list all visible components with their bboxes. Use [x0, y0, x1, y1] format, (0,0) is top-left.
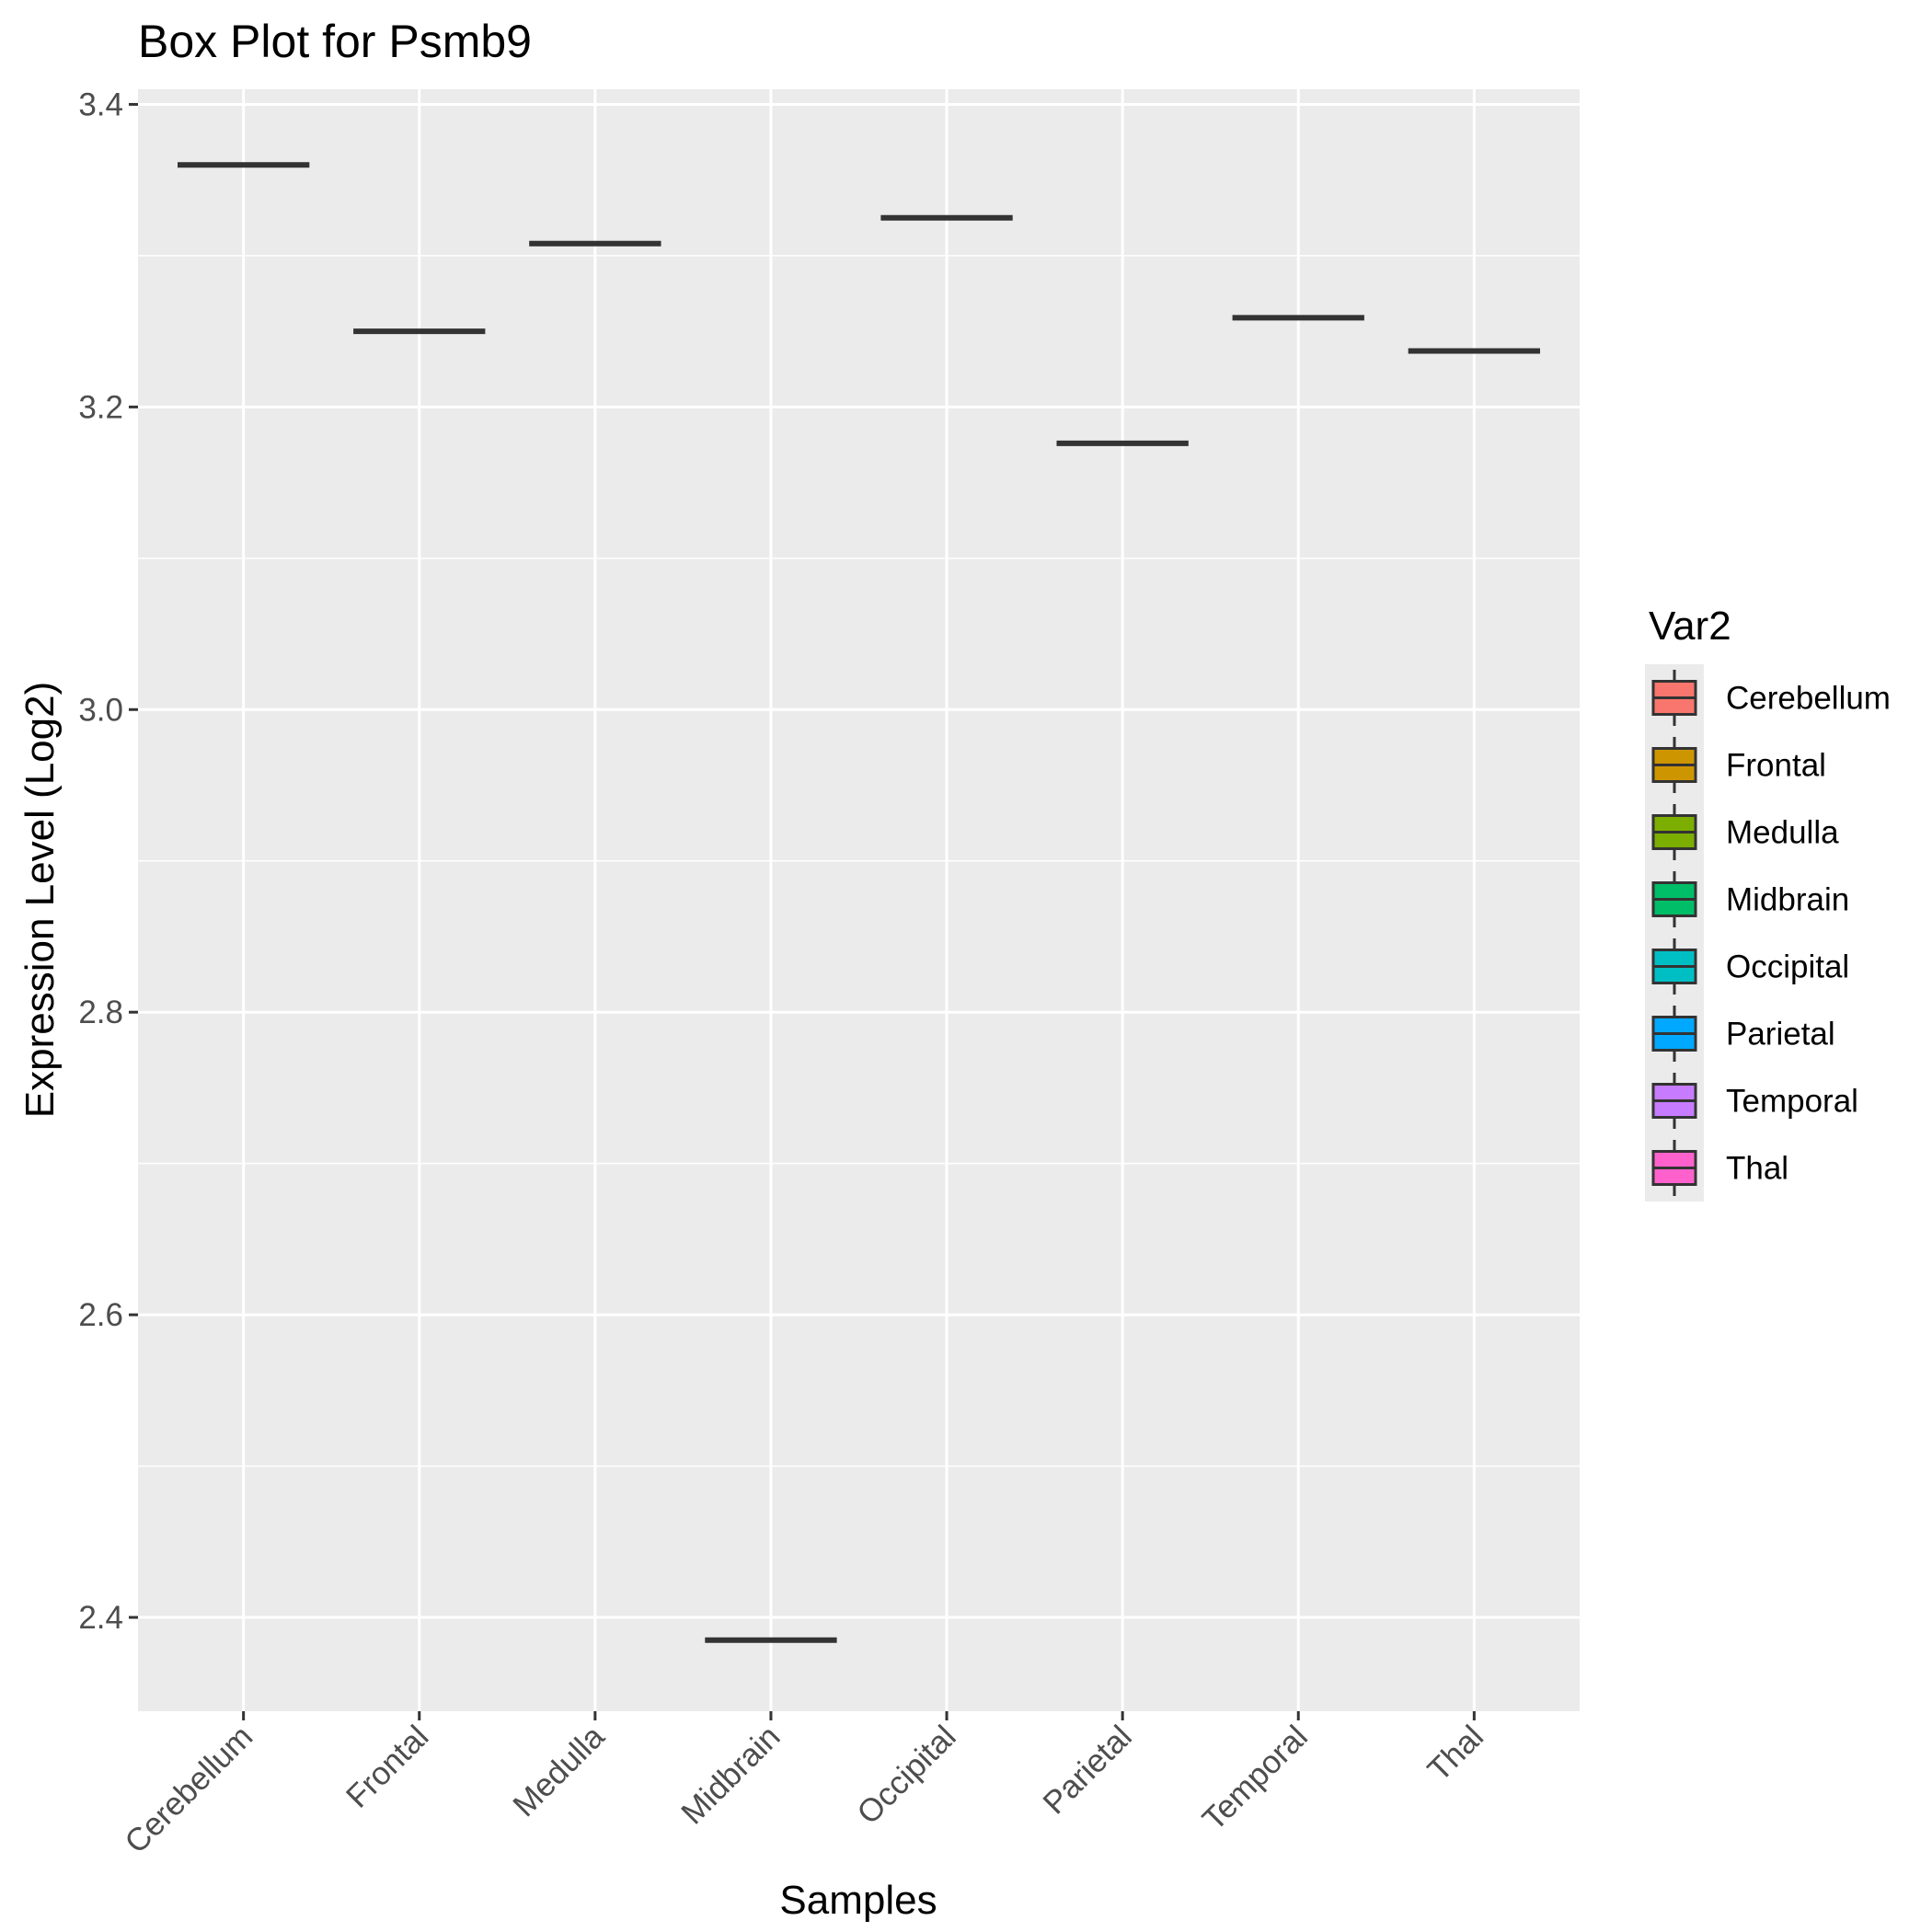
legend-label: Temporal	[1726, 1084, 1858, 1120]
legend-title: Var2	[1649, 604, 1731, 649]
minor-gridlines	[138, 255, 1580, 1467]
box-medians	[177, 162, 1541, 1643]
x-tick-label: Occipital	[850, 1719, 962, 1831]
chart-title: Box Plot for Psmb9	[138, 16, 532, 67]
x-tick-label: Temporal	[1196, 1719, 1315, 1837]
legend-label: Cerebellum	[1726, 681, 1891, 717]
y-axis-ticks: 2.4 2.6 2.8 3.0 3.2 3.4	[78, 86, 138, 1636]
plot-panel	[138, 89, 1580, 1711]
y-tick-label: 3.4	[78, 86, 123, 122]
y-tick-label: 2.6	[78, 1297, 123, 1333]
major-gridlines	[138, 89, 1580, 1711]
x-tick-label: Parietal	[1036, 1719, 1138, 1821]
y-tick-label: 3.0	[78, 692, 123, 728]
x-axis-ticks: Cerebellum Frontal Medulla Midbrain Occipita…	[118, 1711, 1490, 1860]
x-tick-label: Thal	[1420, 1719, 1490, 1788]
y-tick-label: 2.8	[78, 995, 123, 1030]
y-tick-label: 2.4	[78, 1600, 123, 1636]
legend-label: Medulla	[1726, 815, 1839, 851]
legend: Var2 Cerebellum Frontal Medulla Midbrain Occ…	[1645, 604, 1891, 1202]
legend-label: Frontal	[1726, 748, 1826, 784]
legend-label: Occipital	[1726, 949, 1849, 985]
legend-label: Midbrain	[1726, 882, 1849, 918]
legend-label: Thal	[1726, 1151, 1788, 1187]
y-tick-label: 3.2	[78, 389, 123, 425]
x-tick-label: Cerebellum	[118, 1719, 259, 1860]
x-axis-title: Samples	[779, 1878, 937, 1923]
y-axis-title: Expression Level (Log2)	[17, 682, 63, 1118]
x-tick-label: Medulla	[506, 1719, 612, 1824]
x-tick-label: Midbrain	[674, 1719, 787, 1831]
x-tick-label: Frontal	[339, 1719, 436, 1815]
legend-label: Parietal	[1726, 1017, 1835, 1052]
